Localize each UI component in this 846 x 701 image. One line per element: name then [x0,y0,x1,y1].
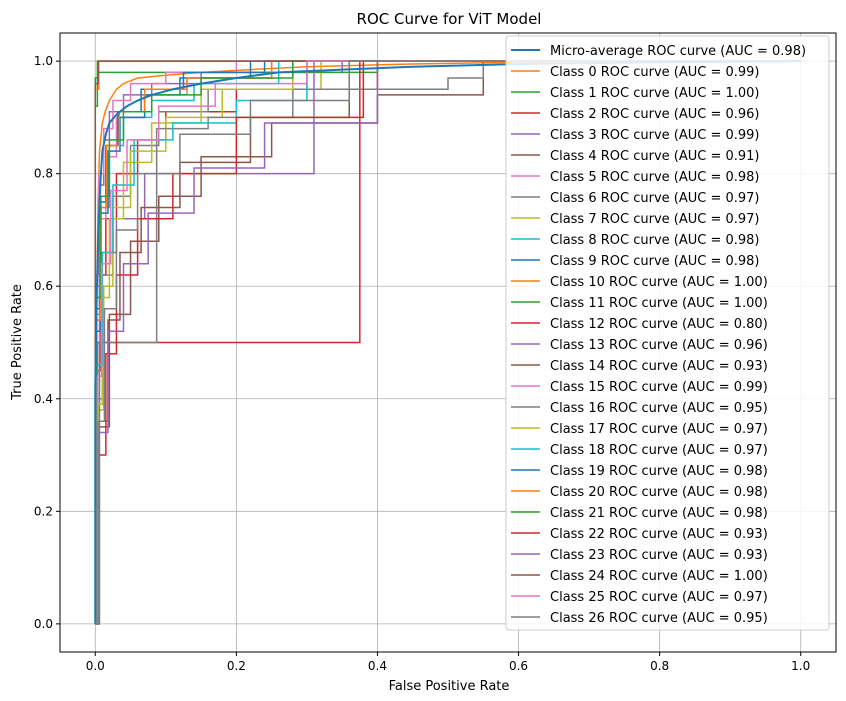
y-tick-label: 0.0 [34,617,53,631]
x-tick-label: 0.0 [86,659,105,673]
legend-entry: Class 4 ROC curve (AUC = 0.91) [550,149,760,164]
legend-entry: Class 15 ROC curve (AUC = 0.99) [550,380,768,395]
roc-curve-series-27 [95,60,801,625]
y-tick-label: 0.2 [34,504,53,518]
chart-title: ROC Curve for ViT Model [357,10,542,28]
roc-curve-series-24 [95,60,801,625]
legend-entry: Class 25 ROC curve (AUC = 0.97) [550,590,768,605]
x-tick-label: 1.0 [791,659,810,673]
roc-curve-series-20 [95,60,801,625]
legend-entry: Class 6 ROC curve (AUC = 0.97) [550,191,760,206]
legend-entry: Class 26 ROC curve (AUC = 0.95) [550,611,768,626]
legend-entry: Class 21 ROC curve (AUC = 0.98) [550,506,768,521]
legend-entry: Micro-average ROC curve (AUC = 0.98) [550,44,806,59]
legend-entry: Class 5 ROC curve (AUC = 0.98) [550,170,760,185]
x-tick-label: 0.4 [368,659,387,673]
axes-frame [59,32,837,653]
x-tick-label: 0.6 [509,659,528,673]
legend-entry: Class 20 ROC curve (AUC = 0.98) [550,485,768,500]
y-axis-label: True Positive Rate [10,284,25,401]
plot-area [94,60,801,625]
legend-box [505,35,830,631]
x-axis-ticks: 0.0 0.2 0.4 0.6 0.8 1.0 [86,652,810,673]
legend-entry: Class 2 ROC curve (AUC = 0.96) [550,107,760,122]
x-tick-label: 0.8 [650,659,669,673]
legend-entry: Class 0 ROC curve (AUC = 0.99) [550,65,760,80]
legend-entry: Class 12 ROC curve (AUC = 0.80) [550,317,768,332]
legend-entry: Class 13 ROC curve (AUC = 0.96) [550,338,768,353]
legend-entry: Class 9 ROC curve (AUC = 0.98) [550,254,760,269]
legend-entry: Class 22 ROC curve (AUC = 0.93) [550,527,768,542]
legend-entry: Class 24 ROC curve (AUC = 1.00) [550,569,768,584]
legend-entry: Class 19 ROC curve (AUC = 0.98) [550,464,768,479]
legend-entry: Class 23 ROC curve (AUC = 0.93) [550,548,768,563]
y-tick-label: 0.6 [34,279,53,293]
legend-entry: Class 17 ROC curve (AUC = 0.97) [550,422,768,437]
legend-entry: Class 16 ROC curve (AUC = 0.95) [550,401,768,416]
legend-entry: Class 3 ROC curve (AUC = 0.99) [550,128,760,143]
legend-entry: Class 14 ROC curve (AUC = 0.93) [550,359,768,374]
y-tick-label: 0.4 [34,392,53,406]
roc-curve-series-22 [95,60,801,625]
legend-entry: Class 11 ROC curve (AUC = 1.00) [550,296,768,311]
roc-curve-series-23 [95,60,801,625]
legend-entry: Class 10 ROC curve (AUC = 1.00) [550,275,768,290]
roc-curve-series-0 [94,60,801,624]
legend: Micro-average ROC curve (AUC = 0.98) Clas… [505,35,830,631]
roc-curve-series-26 [95,60,801,625]
x-tick-label: 0.2 [227,659,246,673]
x-axis-label: False Positive Rate [389,679,510,694]
y-tick-label: 0.8 [34,167,53,181]
y-axis-ticks: 0.0 0.2 0.4 0.6 0.8 1.0 [34,54,60,631]
legend-entry: Class 7 ROC curve (AUC = 0.97) [550,212,760,227]
legend-entry: Class 1 ROC curve (AUC = 1.00) [550,86,760,101]
y-tick-label: 1.0 [34,54,53,68]
legend-entry: Class 8 ROC curve (AUC = 0.98) [550,233,760,248]
legend-entry: Class 18 ROC curve (AUC = 0.97) [550,443,768,458]
